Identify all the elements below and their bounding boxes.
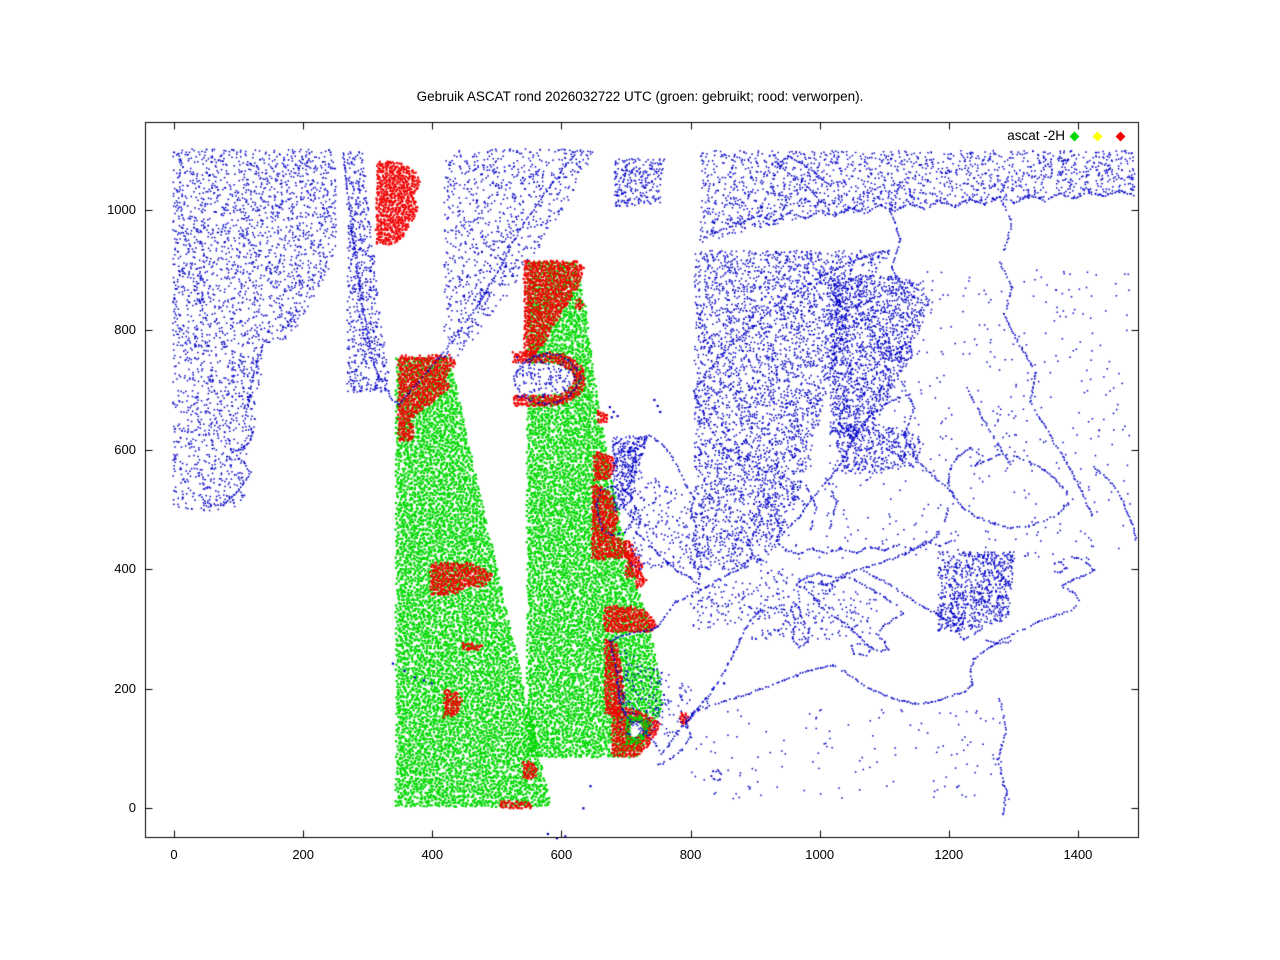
x-tick-label: 1400 <box>1063 847 1093 862</box>
y-tick-label: 200 <box>114 680 136 696</box>
x-tick-label: 800 <box>679 847 702 862</box>
x-tick-label: 1000 <box>805 847 835 862</box>
legend: ascat -2H <box>955 128 1155 146</box>
y-tick-label: 0 <box>128 800 136 816</box>
y-tick-label: 1000 <box>107 202 136 218</box>
x-tick-label: 0 <box>170 847 178 862</box>
x-tick-label: 1200 <box>934 847 964 862</box>
chart-title: Gebruik ASCAT rond 2026032722 UTC (groen… <box>416 89 864 104</box>
x-tick-label: 400 <box>421 847 444 862</box>
y-tick-label: 600 <box>114 441 136 457</box>
x-tick-label: 200 <box>292 847 315 862</box>
verworpen-marker-icon <box>1115 131 1126 142</box>
legend-label: ascat -2H <box>1007 128 1065 143</box>
gebruikt-marker-icon <box>1069 131 1080 142</box>
y-tick-label: 800 <box>114 322 136 338</box>
x-tick-label: 600 <box>550 847 573 862</box>
geel-marker-icon <box>1092 131 1103 142</box>
y-tick-label: 400 <box>114 561 136 577</box>
